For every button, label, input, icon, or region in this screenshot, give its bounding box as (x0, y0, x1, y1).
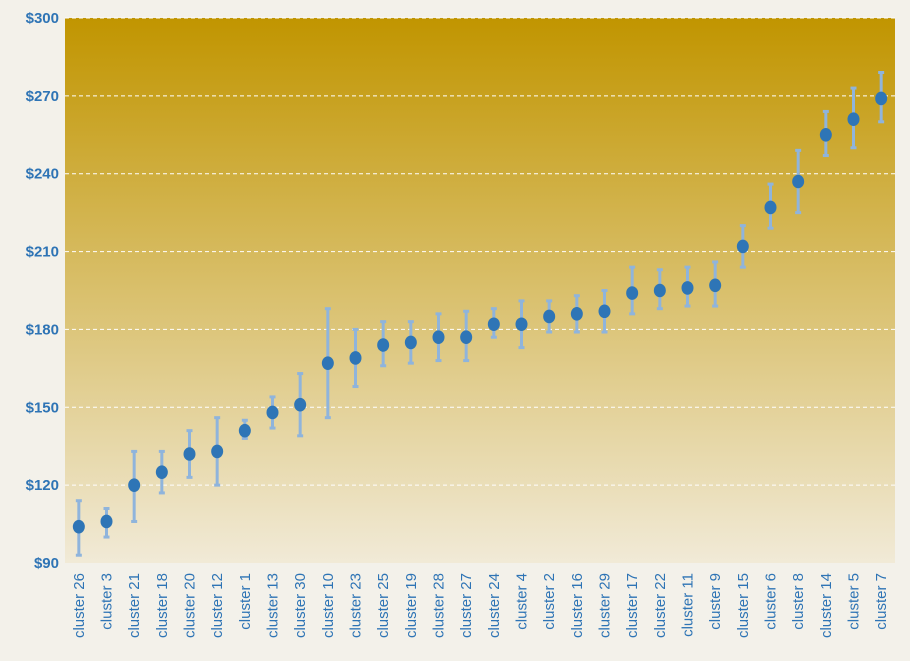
data-point (321, 356, 334, 370)
x-tick-label: cluster 14 (818, 573, 835, 638)
x-tick-label: cluster 28 (431, 573, 448, 638)
data-point (819, 127, 832, 142)
x-tick-label: cluster 15 (735, 573, 752, 638)
data-point (377, 338, 390, 352)
data-point (183, 447, 196, 461)
data-points (72, 91, 888, 534)
data-point (487, 317, 500, 332)
x-tick-label: cluster 9 (707, 573, 724, 630)
x-tick-label: cluster 11 (680, 573, 697, 637)
x-tick-label: cluster 23 (348, 573, 365, 638)
x-axis-ticks: cluster 26 cluster 3 cluster 21 cluster 18 c… (71, 573, 890, 638)
data-point (681, 281, 694, 295)
gridlines (65, 17, 895, 486)
data-point (211, 444, 224, 459)
data-point (238, 423, 251, 438)
data-point (570, 307, 583, 321)
data-point (404, 335, 417, 350)
data-point (349, 351, 362, 365)
x-tick-label: cluster 2 (541, 573, 558, 630)
x-tick-label: cluster 26 (71, 573, 88, 638)
plot-area (65, 18, 895, 563)
x-tick-label: cluster 20 (182, 573, 199, 638)
y-tick-label: $270 (26, 88, 59, 105)
x-tick-label: cluster 25 (375, 573, 392, 638)
x-tick-label: cluster 21 (126, 573, 143, 638)
data-point (100, 514, 113, 529)
data-point (875, 91, 888, 106)
data-point (709, 278, 722, 293)
x-tick-label: cluster 30 (292, 573, 309, 638)
x-tick-label: cluster 7 (873, 573, 890, 630)
data-point (543, 309, 556, 324)
data-point (155, 465, 168, 479)
x-tick-label: cluster 19 (403, 573, 420, 638)
y-tick-label: $180 (26, 321, 59, 338)
data-point (847, 112, 860, 127)
x-tick-label: cluster 16 (569, 573, 586, 638)
data-point (432, 330, 445, 345)
y-axis-ticks: $90 $120 $150 $180 $210 $240 $270 $300 (26, 10, 59, 572)
data-point (598, 304, 611, 319)
data-point (736, 239, 749, 254)
y-tick-label: $240 (26, 166, 59, 183)
data-point (515, 317, 528, 332)
data-point (128, 478, 141, 492)
x-tick-label: cluster 3 (99, 573, 116, 630)
x-tick-label: cluster 27 (458, 573, 475, 638)
x-tick-label: cluster 6 (763, 573, 780, 630)
y-tick-label: $90 (34, 555, 59, 572)
data-point (626, 286, 639, 300)
y-tick-label: $120 (26, 477, 59, 494)
x-tick-label: cluster 5 (846, 573, 863, 630)
x-tick-label: cluster 10 (320, 573, 337, 638)
x-tick-label: cluster 17 (624, 573, 641, 638)
x-tick-label: cluster 13 (265, 573, 282, 638)
data-point (792, 174, 805, 189)
data-point (460, 330, 473, 345)
x-tick-label: cluster 24 (486, 573, 503, 638)
x-tick-label: cluster 29 (597, 573, 614, 638)
data-point (764, 200, 777, 215)
x-tick-label: cluster 12 (209, 573, 226, 638)
data-point (266, 405, 279, 420)
x-tick-label: cluster 18 (154, 573, 171, 638)
x-tick-label: cluster 1 (237, 573, 254, 630)
data-point (72, 519, 85, 534)
data-point (653, 283, 666, 298)
data-point (294, 397, 307, 412)
y-tick-label: $210 (26, 244, 59, 261)
x-tick-label: cluster 22 (652, 573, 669, 638)
y-tick-label: $300 (26, 10, 59, 27)
x-tick-label: cluster 8 (790, 573, 807, 630)
y-tick-label: $150 (26, 399, 59, 416)
x-tick-label: cluster 4 (514, 573, 531, 630)
